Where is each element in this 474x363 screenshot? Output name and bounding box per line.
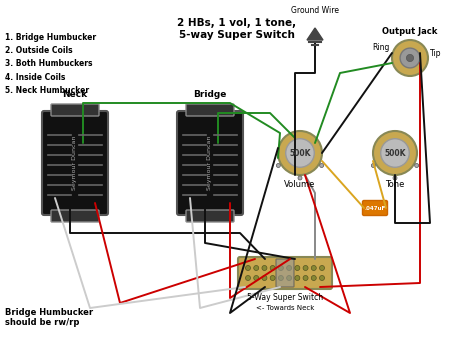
Circle shape <box>371 163 375 167</box>
FancyBboxPatch shape <box>51 104 99 116</box>
Circle shape <box>373 131 417 175</box>
Circle shape <box>295 265 300 270</box>
FancyBboxPatch shape <box>276 259 294 287</box>
Circle shape <box>278 276 283 281</box>
Text: Ground Wire: Ground Wire <box>291 6 339 15</box>
Text: Tone: Tone <box>385 180 405 189</box>
Circle shape <box>298 176 302 180</box>
Text: 500K: 500K <box>289 148 311 158</box>
FancyBboxPatch shape <box>238 257 332 289</box>
FancyBboxPatch shape <box>363 200 388 216</box>
Circle shape <box>400 48 420 68</box>
Circle shape <box>319 276 325 281</box>
Text: Volume: Volume <box>284 180 316 189</box>
Circle shape <box>270 276 275 281</box>
Text: <- Towards Neck: <- Towards Neck <box>256 305 314 311</box>
Text: Neck: Neck <box>63 90 88 99</box>
Circle shape <box>270 265 275 270</box>
Circle shape <box>278 265 283 270</box>
Text: Bridge Humbucker
should be rw/rp: Bridge Humbucker should be rw/rp <box>5 308 93 327</box>
Circle shape <box>262 276 267 281</box>
Circle shape <box>295 276 300 281</box>
FancyBboxPatch shape <box>186 210 234 222</box>
Text: Bridge: Bridge <box>193 90 227 99</box>
Text: 2 HBs, 1 vol, 1 tone,
5-way Super Switch: 2 HBs, 1 vol, 1 tone, 5-way Super Switch <box>177 18 297 40</box>
Circle shape <box>392 40 428 76</box>
Circle shape <box>287 265 292 270</box>
Circle shape <box>246 265 250 270</box>
Text: Tip: Tip <box>430 49 441 57</box>
Circle shape <box>393 176 397 180</box>
Circle shape <box>278 131 322 175</box>
Circle shape <box>311 276 316 281</box>
Circle shape <box>319 163 324 167</box>
Circle shape <box>287 276 292 281</box>
Circle shape <box>311 265 316 270</box>
Circle shape <box>286 139 314 167</box>
FancyBboxPatch shape <box>186 104 234 116</box>
Circle shape <box>276 163 280 167</box>
FancyBboxPatch shape <box>51 210 99 222</box>
Text: 5-Way Super Switch: 5-Way Super Switch <box>247 293 323 302</box>
Text: 500K: 500K <box>384 148 406 158</box>
Text: Ring: Ring <box>373 44 390 53</box>
FancyBboxPatch shape <box>177 111 243 215</box>
Circle shape <box>254 265 259 270</box>
Text: 1. Bridge Humbucker
2. Outside Coils
3. Both Humbuckers
4. Inside Coils
5. Neck : 1. Bridge Humbucker 2. Outside Coils 3. … <box>5 33 96 95</box>
Text: .047uF: .047uF <box>365 205 386 211</box>
Circle shape <box>406 54 414 62</box>
Circle shape <box>246 276 250 281</box>
Circle shape <box>415 163 419 167</box>
Text: Output Jack: Output Jack <box>383 27 438 36</box>
Circle shape <box>254 276 259 281</box>
Polygon shape <box>307 28 323 40</box>
Circle shape <box>262 265 267 270</box>
Circle shape <box>303 276 308 281</box>
Circle shape <box>303 265 308 270</box>
FancyBboxPatch shape <box>42 111 108 215</box>
Circle shape <box>381 139 410 167</box>
Text: Seymour Duncan: Seymour Duncan <box>208 136 212 190</box>
Circle shape <box>319 265 325 270</box>
Text: Seymour Duncan: Seymour Duncan <box>73 136 78 190</box>
